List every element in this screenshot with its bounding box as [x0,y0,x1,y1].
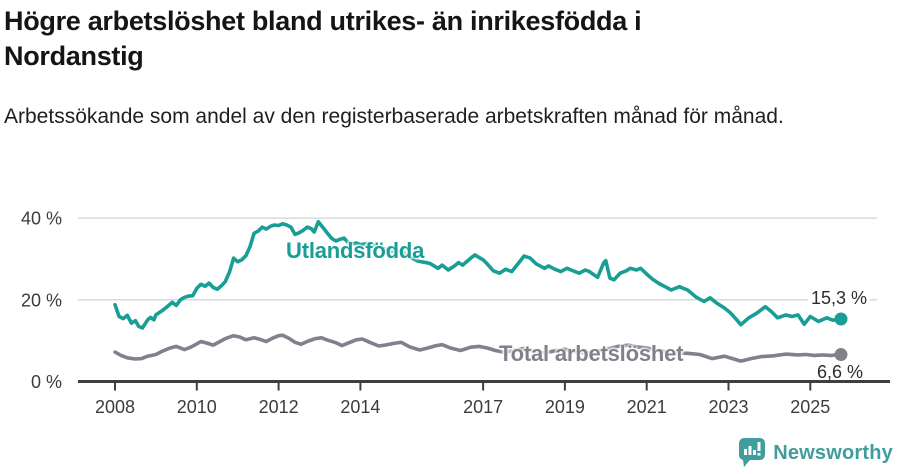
chart-subtitle: Arbetssökande som andel av den registerb… [4,105,784,128]
series-line-1 [113,333,843,363]
x-tick-label: 2021 [627,397,667,417]
x-tick-label: 2025 [790,397,830,417]
end-value-label-utlandsfodda: 15,3 % [808,288,871,309]
end-value-label-total-arbetsloshet: 6,6 % [817,362,864,382]
series-label-total-arbetsloshet: Total arbetslöshet [499,341,684,366]
x-tick-label: 2014 [340,397,380,417]
x-tick-label: 2023 [708,397,748,417]
chart-title: Högre arbetslöshet bland utrikes- än inr… [4,6,642,71]
newsworthy-speech-bubble-barchart-icon [739,438,766,467]
y-tick-label: 0 % [31,372,62,392]
x-tick-label: 2012 [259,397,299,417]
brand-name: Newsworthy [773,441,893,464]
y-tick-label: 40 % [21,209,62,229]
newsworthy-logo: Newsworthy [739,438,893,468]
series-line-0 [113,220,843,330]
y-tick-label: 20 % [21,290,62,310]
series-label-utlandsfodda: Utlandsfödda [286,238,425,263]
series-end-dot-1 [834,348,848,362]
x-tick-label: 2017 [463,397,503,417]
x-tick-label: 2010 [177,397,217,417]
series-end-dot-0 [834,312,848,326]
x-tick-label: 2019 [545,397,585,417]
x-tick-label: 2008 [95,397,135,417]
